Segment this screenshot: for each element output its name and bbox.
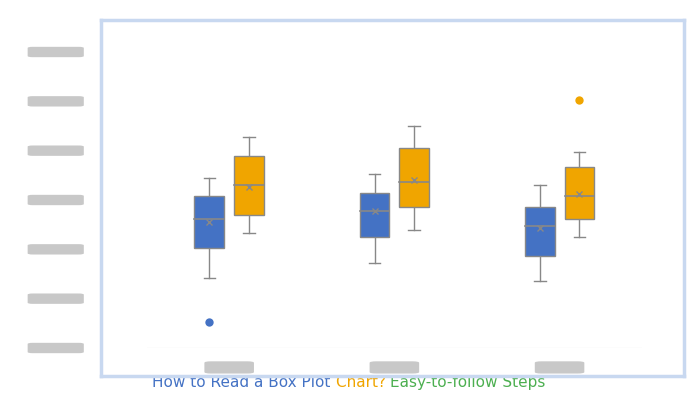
FancyBboxPatch shape	[370, 361, 419, 374]
FancyBboxPatch shape	[234, 156, 264, 215]
FancyBboxPatch shape	[28, 294, 84, 304]
FancyBboxPatch shape	[525, 207, 555, 256]
FancyBboxPatch shape	[359, 192, 389, 237]
Text: How to Read a Box Plot: How to Read a Box Plot	[152, 375, 336, 390]
FancyBboxPatch shape	[399, 148, 429, 207]
FancyBboxPatch shape	[205, 361, 254, 374]
FancyBboxPatch shape	[28, 244, 84, 254]
FancyBboxPatch shape	[195, 196, 224, 248]
Text: Easy-to-follow Steps: Easy-to-follow Steps	[390, 375, 546, 390]
FancyBboxPatch shape	[28, 96, 84, 106]
FancyBboxPatch shape	[28, 195, 84, 205]
FancyBboxPatch shape	[535, 361, 584, 374]
FancyBboxPatch shape	[28, 343, 84, 353]
FancyBboxPatch shape	[28, 47, 84, 57]
FancyBboxPatch shape	[565, 167, 594, 218]
Text: Chart?: Chart?	[336, 375, 390, 390]
FancyBboxPatch shape	[28, 146, 84, 156]
